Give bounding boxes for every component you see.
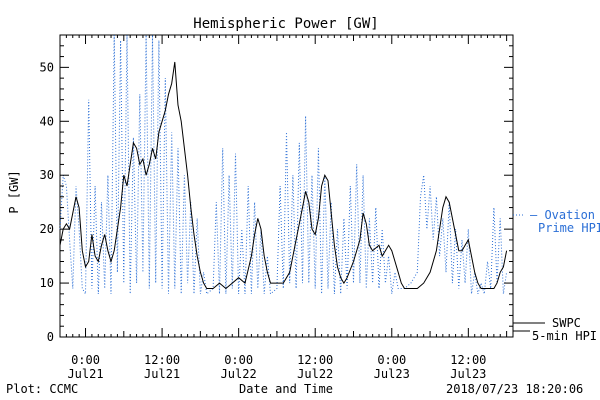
swpc-line (59, 61, 508, 290)
legend-ovation-label: — Ovation (530, 208, 595, 222)
legend-ovation-label-2: Prime HPI (538, 221, 600, 235)
x-tick-label-time: 0:00 (71, 353, 100, 367)
swpc-series (59, 61, 508, 290)
legend-swpc-label-2: 5-min HPI (532, 329, 597, 343)
plot-credit: Plot: CCMC (6, 382, 78, 396)
y-tick-label: 40 (40, 114, 54, 128)
ovation-series (59, 34, 508, 296)
plot-timestamp: 2018/07/23 18:20:06 (446, 382, 583, 396)
x-tick-label-date: Jul23 (450, 367, 486, 381)
x-tick-label-time: 12:00 (297, 353, 333, 367)
y-tick-label: 30 (40, 168, 54, 182)
y-axis-label: P [GW] (7, 170, 21, 213)
x-tick-label-date: Jul21 (144, 367, 180, 381)
x-tick-label-time: 12:00 (144, 353, 180, 367)
axes-frame (59, 34, 514, 338)
x-tick-label-time: 12:00 (450, 353, 486, 367)
y-tick-label: 50 (40, 60, 54, 74)
x-tick-label-time: 0:00 (224, 353, 253, 367)
x-tick-label-date: Jul21 (67, 367, 103, 381)
y-tick-label: 0 (47, 330, 54, 344)
y-tick-label: 20 (40, 222, 54, 236)
x-axis-label: Date and Time (239, 382, 333, 396)
x-tick-label-date: Jul23 (374, 367, 410, 381)
chart-title: Hemispheric Power [GW] (193, 16, 378, 32)
plot-frame (59, 34, 514, 338)
x-axis-ticks: 0:00Jul2112:00Jul210:00Jul2212:00Jul220:… (59, 35, 514, 381)
y-tick-label: 10 (40, 276, 54, 290)
x-tick-label-date: Jul22 (221, 367, 257, 381)
legend-swpc-label: SWPC (552, 316, 581, 330)
y-axis-ticks: 0 10 20 30 40 50 (40, 34, 513, 344)
x-tick-label-date: Jul22 (297, 367, 333, 381)
x-tick-label-time: 0:00 (377, 353, 406, 367)
ovation-line (59, 34, 508, 296)
